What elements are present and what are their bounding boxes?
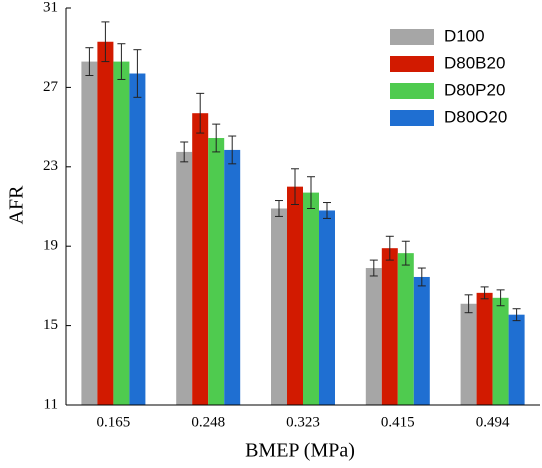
bar <box>192 113 209 405</box>
y-tick-label: 31 <box>43 0 58 15</box>
bar <box>287 186 303 405</box>
bar <box>271 208 287 405</box>
x-tick-label: 0.494 <box>476 414 510 430</box>
bar <box>381 248 398 405</box>
error-bar <box>85 47 94 76</box>
bar <box>97 41 114 406</box>
error-bar <box>133 49 142 98</box>
legend-label: D80P20 <box>444 80 505 99</box>
bar <box>129 73 146 405</box>
error-bar <box>212 123 221 153</box>
error-bar <box>180 141 189 163</box>
error-bar <box>101 21 110 63</box>
legend-label: D80B20 <box>444 53 505 72</box>
legend-swatch <box>390 29 434 45</box>
error-bar <box>480 286 489 300</box>
legend-label: D100 <box>444 26 485 45</box>
error-bar <box>401 240 410 266</box>
error-bar <box>307 176 315 209</box>
bar <box>224 149 241 405</box>
bar <box>176 151 193 405</box>
x-axis-label: BMEP (MPa) <box>245 440 355 462</box>
x-tick-label: 0.248 <box>191 414 225 430</box>
legend-swatch <box>390 110 434 126</box>
error-bar <box>323 202 331 219</box>
legend-swatch <box>390 83 434 99</box>
error-bar <box>291 168 299 206</box>
bar <box>365 268 382 405</box>
bar <box>113 61 130 405</box>
legend-swatch <box>390 56 434 72</box>
error-bar <box>496 289 505 307</box>
y-tick-label: 23 <box>43 158 58 174</box>
x-tick-label: 0.323 <box>286 414 320 430</box>
error-bar <box>228 135 237 165</box>
error-bar <box>196 92 205 134</box>
error-bar <box>417 267 426 287</box>
error-bar <box>117 43 126 80</box>
bar <box>460 303 477 405</box>
x-tick-label: 0.415 <box>381 414 415 430</box>
bar <box>319 210 335 405</box>
bar <box>413 276 430 405</box>
y-axis-label: AFR <box>6 185 28 225</box>
bar <box>508 314 525 405</box>
bar <box>492 297 509 405</box>
y-tick-label: 15 <box>43 317 58 333</box>
bar <box>81 61 98 405</box>
y-tick-label: 11 <box>44 396 58 412</box>
x-tick-label: 0.165 <box>97 414 131 430</box>
error-bar <box>275 200 283 217</box>
bar <box>208 138 225 405</box>
bar <box>476 292 493 405</box>
error-bar <box>512 308 521 322</box>
error-bar <box>464 294 473 314</box>
y-tick-label: 27 <box>43 79 59 95</box>
y-tick-label: 19 <box>43 238 58 254</box>
error-bar <box>369 259 378 277</box>
bar <box>303 192 319 405</box>
error-bar <box>385 235 394 261</box>
bar <box>397 253 414 405</box>
legend-label: D80O20 <box>444 107 507 126</box>
